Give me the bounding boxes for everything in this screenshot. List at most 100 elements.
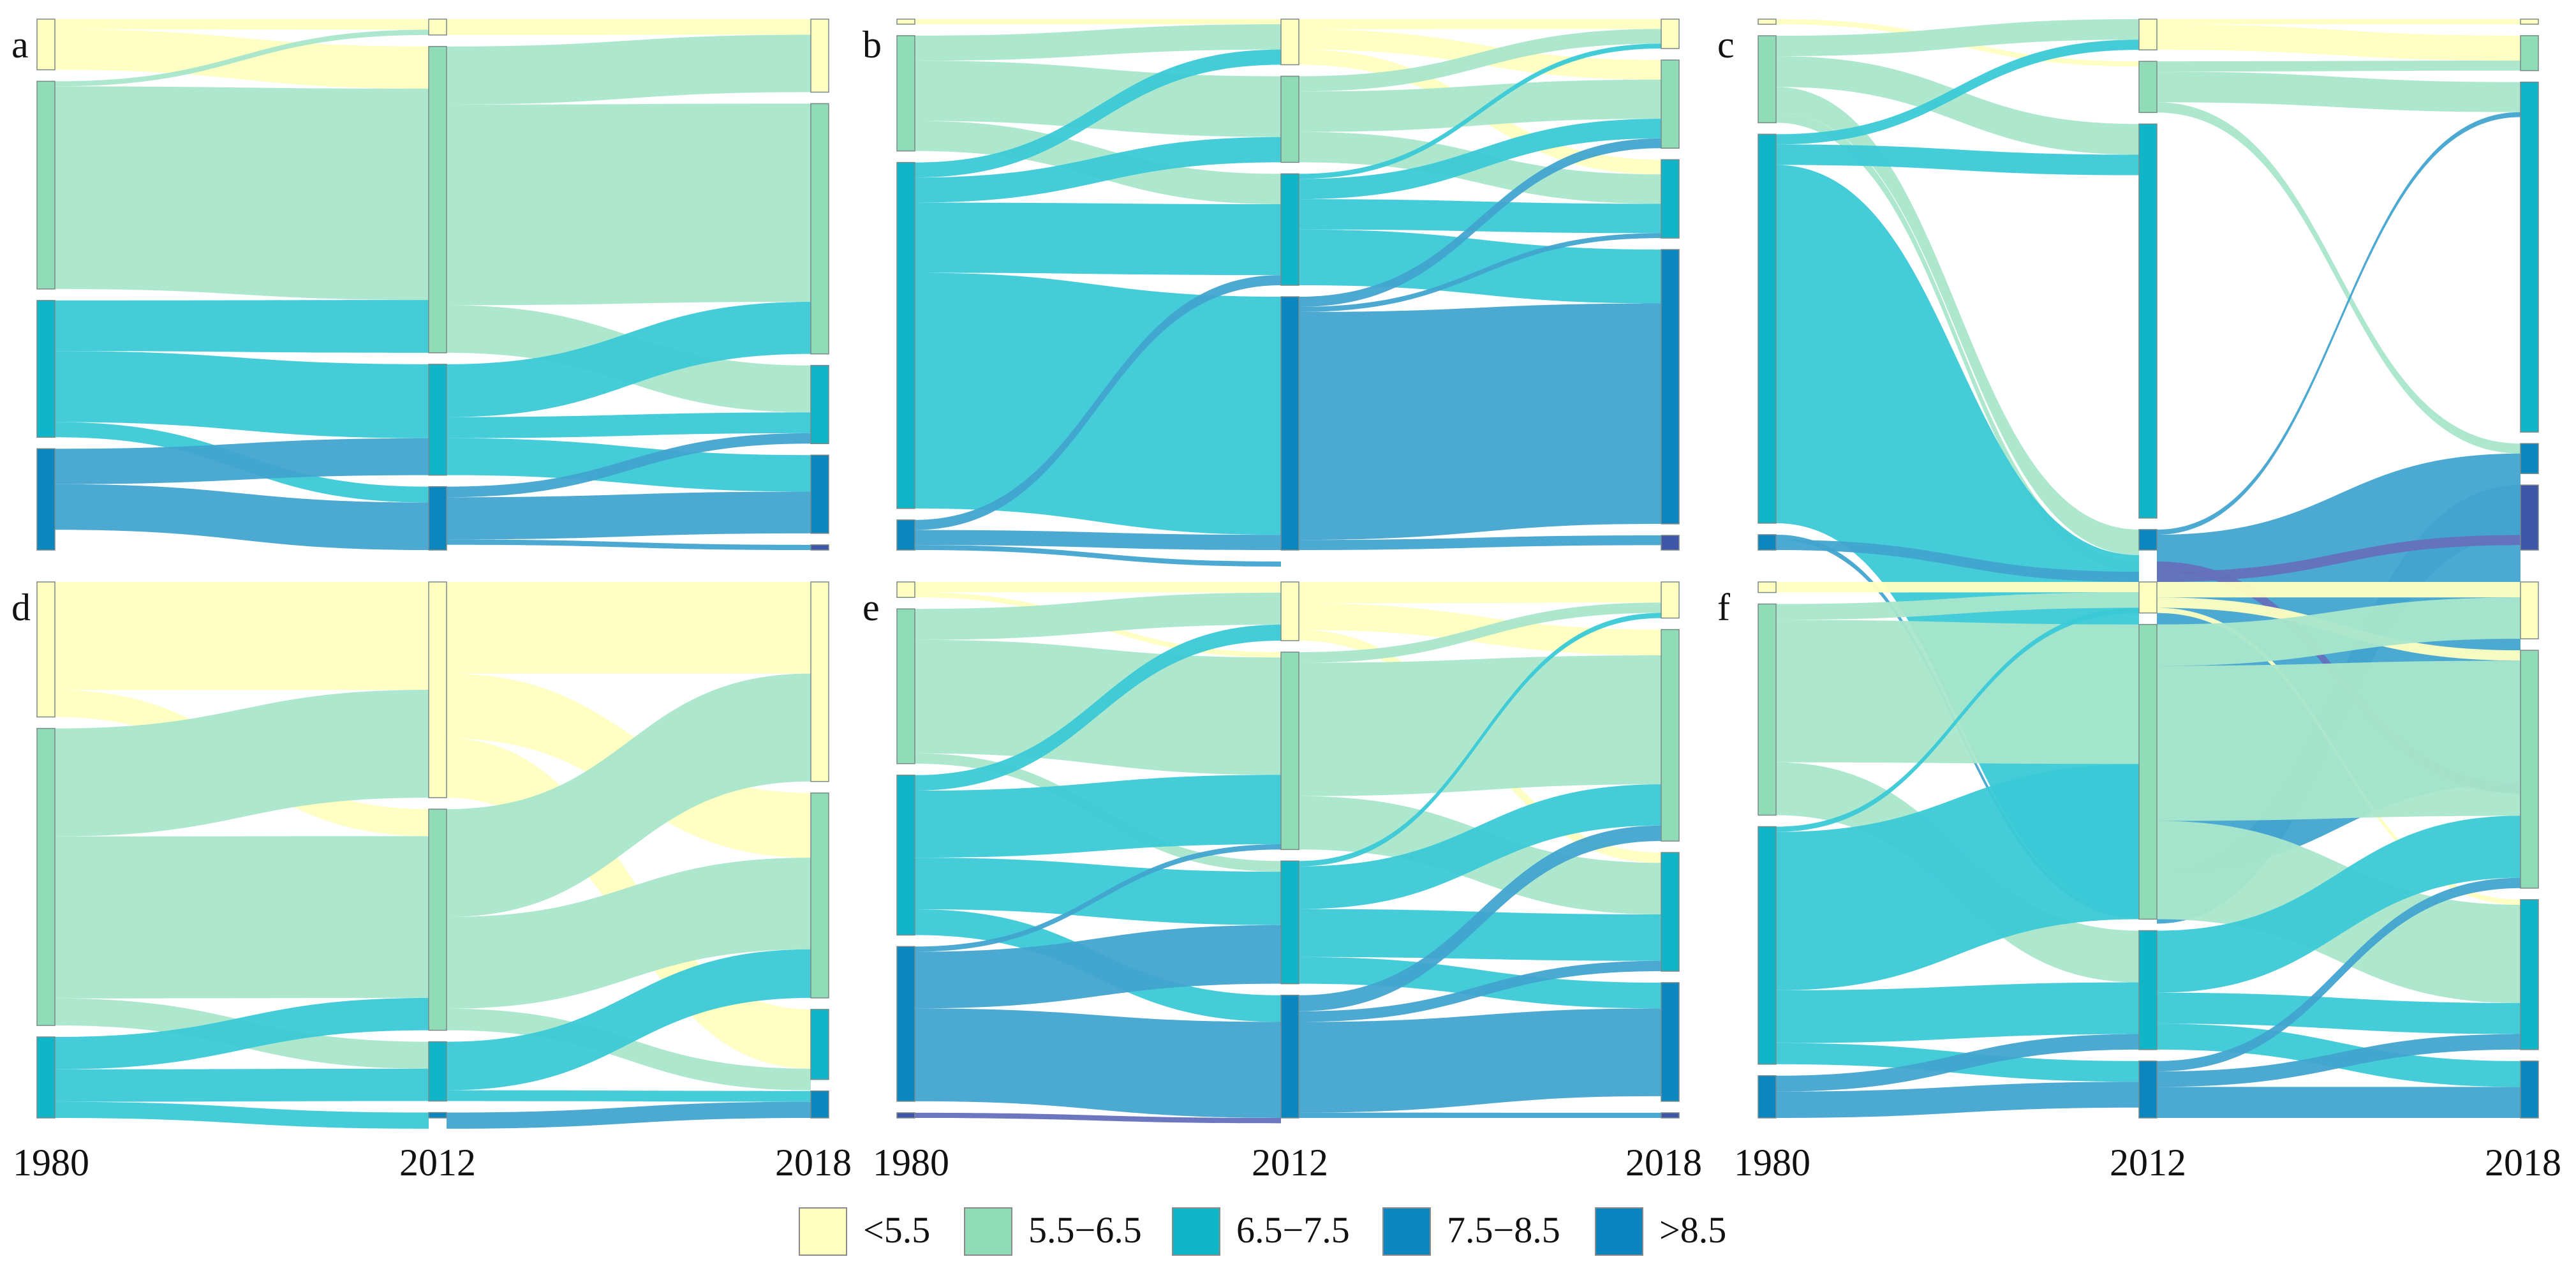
node-d-2012-0 — [428, 581, 447, 798]
flow-e-2012-2-to-1 — [1299, 784, 1661, 909]
flow-f-2012-2-to-1 — [2157, 815, 2520, 993]
legend-swatch-3 — [1382, 1207, 1431, 1256]
flow-b-2012-2-to-2 — [1299, 199, 1661, 234]
flow-c-1980-3-to-4 — [1776, 539, 2139, 583]
panel-label-b: b — [862, 24, 882, 66]
node-f-2018-0 — [2520, 581, 2539, 639]
node-e-1980-4 — [896, 1112, 915, 1119]
flow-e-2012-3-to-2 — [1299, 960, 1661, 1022]
node-b-1980-1 — [896, 35, 915, 152]
sankey-panel-b: b — [862, 19, 1680, 567]
node-b-1980-3 — [896, 519, 915, 551]
flow-e-1980-3-to-2 — [915, 925, 1281, 1009]
flow-b-1980-3-to-2 — [915, 275, 1281, 530]
node-e-1980-2 — [896, 775, 915, 936]
node-c-2012-2 — [2138, 123, 2158, 519]
year-label-2012: 2012 — [1252, 1142, 1328, 1184]
flow-d-2012-2-to-3 — [447, 1090, 811, 1102]
flow-e-1980-3-to-1 — [915, 844, 1281, 952]
node-e-2012-3 — [1280, 994, 1299, 1119]
legend-swatch-2 — [1172, 1207, 1220, 1256]
node-a-2012-3 — [428, 486, 447, 551]
node-e-2012-2 — [1280, 860, 1299, 985]
flow-e-2012-1-to-1 — [1299, 655, 1661, 796]
year-label-1980: 1980 — [873, 1142, 949, 1184]
flow-d-2012-3-to-3 — [447, 1101, 811, 1129]
flow-d-2012-1-to-1 — [447, 858, 811, 1009]
flow-f-2012-3-to-2 — [2157, 1034, 2520, 1087]
flow-b-1980-3-to-3 — [915, 530, 1281, 550]
flow-f-1980-1-to-0 — [1776, 592, 2139, 620]
flow-c-1980-1-to-2 — [1776, 56, 2139, 155]
legend-swatch-4 — [1595, 1207, 1643, 1256]
flow-b-2012-3-to-3 — [1299, 303, 1661, 540]
node-e-2018-4 — [1661, 1112, 1680, 1119]
node-b-2018-4 — [1661, 535, 1680, 551]
flow-b-2012-0-to-0 — [1299, 19, 1661, 29]
node-b-2012-1 — [1280, 75, 1299, 163]
panel-label-f: f — [1717, 586, 1730, 629]
flow-b-2012-2-to-1 — [1299, 119, 1661, 200]
flow-a-2012-2-to-2 — [447, 412, 811, 438]
node-f-1980-1 — [1758, 603, 1777, 816]
flow-a-1980-3-to-2 — [55, 438, 429, 484]
node-b-2012-0 — [1280, 19, 1299, 66]
flow-c-2012-1-to-3 — [2157, 102, 2520, 454]
flow-a-2012-3-to-3 — [447, 491, 811, 540]
sankey-panel-d: d — [11, 581, 829, 1129]
flow-c-1980-1-to-0 — [1776, 19, 2139, 57]
flow-f-1980-1-to-1 — [1776, 620, 2139, 764]
flow-b-2012-1-to-1 — [1299, 79, 1661, 132]
node-c-1980-2 — [1758, 133, 1777, 524]
node-a-2018-2 — [810, 364, 829, 444]
node-b-2018-0 — [1661, 19, 1680, 49]
flow-b-1980-2-to-2 — [915, 202, 1281, 276]
sankey-panel-f: f — [1717, 581, 2539, 1119]
flow-d-1980-2-to-1 — [55, 997, 429, 1069]
node-a-2012-1 — [428, 46, 447, 354]
flow-a-2012-1-to-0 — [447, 34, 811, 105]
node-f-2012-0 — [2138, 581, 2158, 614]
flow-e-2012-3-to-4 — [1299, 1112, 1661, 1118]
legend: <5.5 5.5−6.5 6.5−7.5 7.5−8.5 >8.5 — [799, 1207, 1726, 1256]
flow-e-1980-2-to-0 — [915, 624, 1281, 791]
node-a-2018-3 — [810, 454, 829, 534]
flow-c-1980-1-to-3 — [1776, 87, 2139, 556]
flow-c-1980-1-to-4 — [1776, 112, 2139, 572]
flow-a-1980-0-to-0 — [55, 19, 429, 30]
flow-b-1980-1-to-1 — [915, 61, 1281, 137]
node-f-2012-3 — [2138, 1061, 2158, 1119]
legend-label-1: 5.5−6.5 — [1028, 1209, 1142, 1251]
node-e-1980-3 — [896, 946, 915, 1102]
node-b-2012-2 — [1280, 173, 1299, 286]
flow-a-2012-2-to-1 — [447, 301, 811, 417]
flow-c-2012-3-to-2 — [2157, 112, 2520, 535]
flow-a-2012-3-to-4 — [447, 539, 811, 550]
flow-c-1980-2-to-0 — [1776, 40, 2139, 145]
node-f-1980-2 — [1758, 826, 1777, 1065]
node-a-2018-0 — [810, 19, 829, 93]
flow-c-2012-0-to-1 — [2157, 24, 2520, 61]
node-f-2018-1 — [2520, 650, 2539, 889]
node-c-2012-1 — [2138, 61, 2158, 114]
flow-e-2012-3-to-3 — [1299, 1008, 1661, 1113]
year-label-2018: 2018 — [2485, 1142, 2561, 1184]
node-c-2018-4 — [2520, 484, 2539, 551]
node-a-1980-0 — [36, 19, 56, 71]
node-a-2012-2 — [428, 364, 447, 476]
node-d-2018-1 — [810, 792, 829, 999]
node-f-2018-2 — [2520, 899, 2539, 1050]
node-c-2018-0 — [2520, 19, 2539, 25]
node-a-2012-0 — [428, 19, 447, 36]
year-label-1980: 1980 — [1734, 1142, 1810, 1184]
panel-label-c: c — [1717, 24, 1735, 66]
flow-f-2012-0-to-0 — [2157, 582, 2520, 598]
node-c-2012-3 — [2138, 529, 2158, 551]
flow-a-2012-0-to-0 — [447, 19, 811, 35]
node-a-1980-1 — [36, 80, 56, 290]
node-e-1980-0 — [896, 581, 915, 599]
node-d-2012-1 — [428, 808, 447, 1031]
node-c-2012-0 — [2138, 19, 2158, 50]
flow-e-2012-0-to-0 — [1299, 582, 1661, 604]
